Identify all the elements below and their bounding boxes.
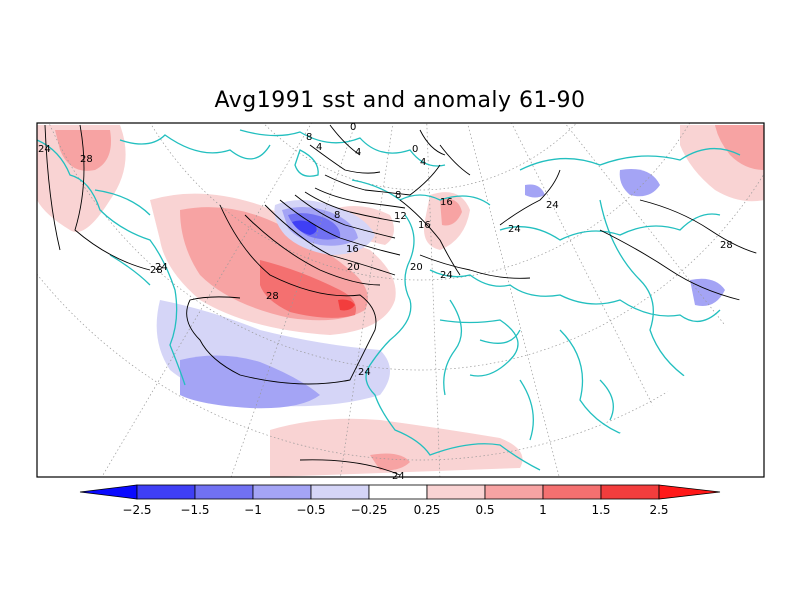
colorbar-tick-label: −1 (244, 503, 262, 517)
anomaly-patch-negative (690, 278, 725, 306)
contour-label: 16 (440, 197, 453, 208)
colorbar-tick-label: 1 (539, 503, 547, 517)
contour-label: 28 (150, 265, 163, 276)
contour-label: 24 (155, 262, 168, 273)
anomaly-patch-positive (260, 260, 356, 318)
contour-label: 4 (420, 157, 426, 168)
contour-label: 8 (306, 132, 312, 143)
anomaly-patch-positive (370, 453, 410, 471)
contour-label: 24 (508, 224, 521, 235)
colorbar-segment (194, 484, 254, 500)
projection-mask (560, 200, 764, 477)
contour-label: 4 (355, 147, 361, 158)
colorbar-segment (310, 484, 370, 500)
anomaly-patch-negative (292, 220, 317, 235)
colorbar-arrow-right (658, 484, 721, 500)
colorbar-tick-label: 0.25 (414, 503, 441, 517)
colorbar-segment (484, 484, 544, 500)
contour-label: 28 (720, 240, 733, 251)
sst-contours (44, 124, 764, 476)
colorbar-tick-label: −0.5 (296, 503, 325, 517)
anomaly-patch-positive (440, 198, 462, 226)
anomaly-patch-positive (338, 299, 355, 311)
colorbar-tick-label: 1.5 (591, 503, 610, 517)
contour-label: 0 (350, 122, 356, 133)
anomaly-patch-negative (619, 169, 660, 197)
colorbar: −2.5 −1.5 −1 −0.5 −0.25 0.25 0.5 1 1.5 2… (79, 484, 721, 517)
colorbar-segment (252, 484, 312, 500)
anomaly-shading (37, 125, 764, 477)
contour-label: 16 (346, 244, 359, 255)
anomaly-patch-positive (715, 125, 764, 170)
contour-label: 24 (440, 270, 453, 281)
contour-label: 12 (394, 211, 407, 222)
colorbar-segment (600, 484, 660, 500)
contour-label: 4 (316, 142, 322, 153)
contour-label: 8 (334, 210, 340, 221)
colorbar-segment (368, 484, 428, 500)
contour-label: 20 (347, 262, 360, 273)
colorbar-tick-label: −0.25 (351, 503, 388, 517)
contour-label: 24 (38, 144, 51, 155)
anomaly-patch-negative (180, 355, 320, 409)
colorbar-tick-label: −1.5 (180, 503, 209, 517)
contour-label: 16 (418, 220, 431, 231)
graticule (37, 123, 764, 477)
map-title: Avg1991 sst and anomaly 61-90 (214, 88, 586, 113)
contour-label: 20 (410, 262, 423, 273)
contour-label: 28 (80, 154, 93, 165)
colorbar-tick-label: 0.5 (475, 503, 494, 517)
contour-label: 0 (412, 144, 418, 155)
map-frame (36, 122, 765, 478)
contour-label: 24 (546, 200, 559, 211)
anomaly-patch-positive (270, 418, 523, 477)
anomaly-patch-negative (525, 184, 545, 198)
colorbar-segment (136, 484, 196, 500)
colorbar-tick-label: −2.5 (122, 503, 151, 517)
colorbar-arrow-left (79, 484, 138, 500)
contour-label: 8 (395, 190, 401, 201)
colorbar-segment (542, 484, 602, 500)
contour-label: 24 (358, 367, 371, 378)
colorbar-segment (426, 484, 486, 500)
colorbar-tick-label: 2.5 (649, 503, 668, 517)
coastlines (37, 129, 741, 471)
contour-label: 28 (266, 291, 279, 302)
